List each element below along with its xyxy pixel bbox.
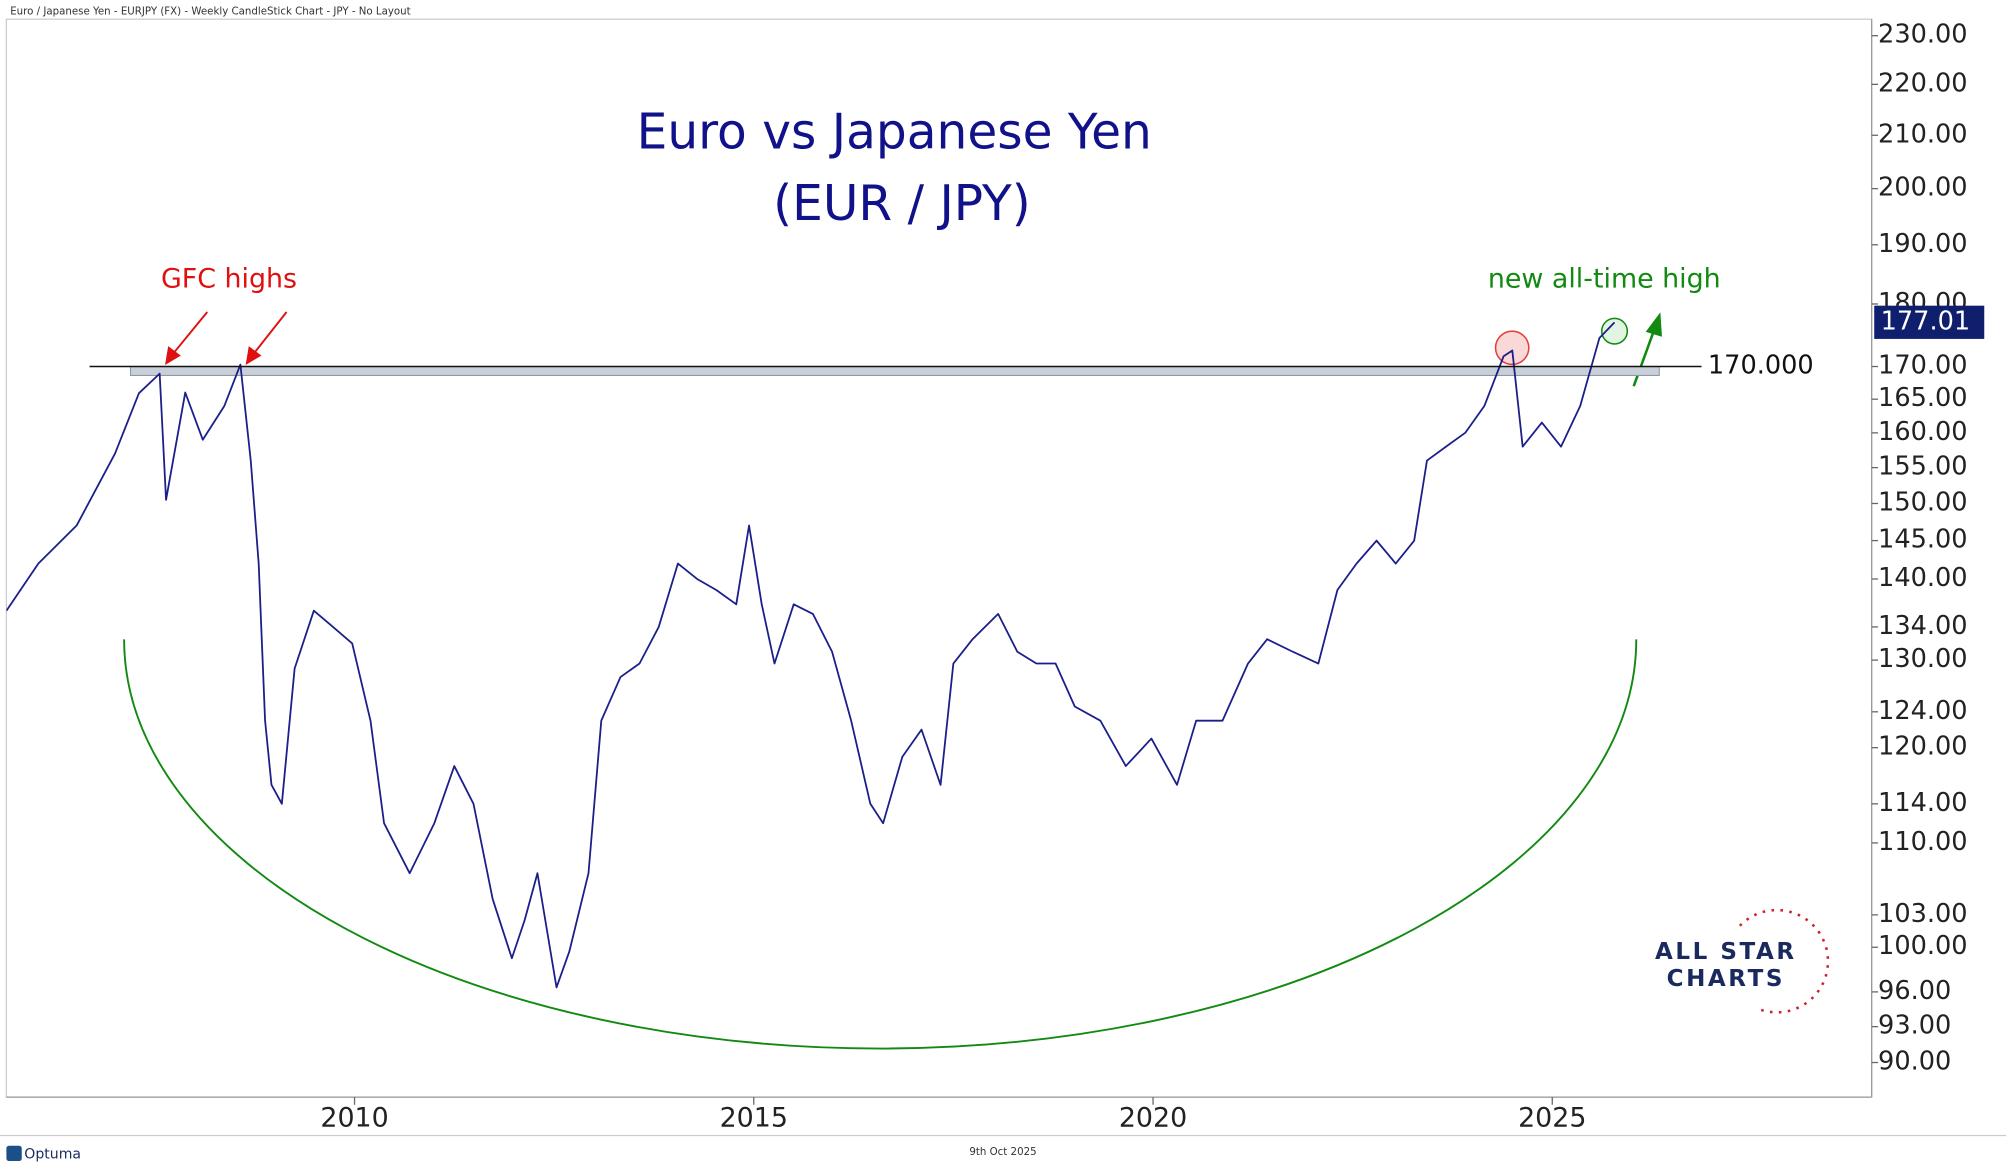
y-tick-label: 110.00 — [1878, 827, 1968, 857]
y-tick-label: 165.00 — [1878, 383, 1968, 413]
y-tick-label: 145.00 — [1878, 525, 1968, 555]
red-arrows — [165, 311, 288, 366]
brand: Optuma — [24, 1147, 81, 1163]
y-tick-label: 200.00 — [1878, 173, 1968, 203]
y-tick-label: 130.00 — [1878, 644, 1968, 674]
y-tick-label: 210.00 — [1878, 119, 1968, 149]
y-tick-label: 230.00 — [1878, 20, 1968, 50]
logo: ALL STAR CHARTS — [1655, 908, 1830, 1014]
y-tick-label: 134.00 — [1878, 611, 1968, 641]
red-circle — [1494, 330, 1530, 366]
annotation-gfc: GFC highs — [161, 264, 297, 295]
header: Euro / Japanese Yen - EURJPY (FX) - Week… — [10, 7, 410, 18]
support-zone — [129, 366, 1660, 376]
y-tick-label: 220.00 — [1878, 68, 1968, 98]
x-tick-label: 2020 — [1119, 1102, 1187, 1133]
x-tick-label: 2025 — [1518, 1102, 1586, 1133]
x-tick-label: 2015 — [720, 1102, 788, 1133]
last-price-label: 177.01 — [1881, 306, 1971, 336]
green-circle — [1600, 317, 1629, 345]
support-label: 170.000 — [1708, 351, 1814, 381]
logo-stars — [1738, 908, 1830, 1014]
y-tick-label: 140.00 — [1878, 563, 1968, 593]
footer-date: 9th Oct 2025 — [969, 1147, 1036, 1158]
base-arc — [123, 639, 1638, 1050]
y-tick-label: 155.00 — [1878, 452, 1968, 482]
y-tick-label: 124.00 — [1878, 696, 1968, 726]
y-tick-label: 96.00 — [1878, 976, 1951, 1006]
y-tick-label: 160.00 — [1878, 417, 1968, 447]
logo-text: ALL STAR — [1655, 939, 1797, 965]
x-tick-label: 2010 — [320, 1102, 388, 1133]
y-tick-label: 90.00 — [1878, 1047, 1951, 1077]
last-price-box — [1874, 305, 1985, 339]
y-tick-label: 100.00 — [1878, 931, 1968, 961]
chart-title: Euro vs Japanese Yen — [637, 105, 1152, 161]
y-tick-label: 170.00 — [1878, 351, 1968, 381]
x-labels: 20052010201520202025 — [320, 1097, 1586, 1133]
brand-icon — [6, 1145, 22, 1162]
y-tick-label: 150.00 — [1878, 487, 1968, 517]
price-line — [6, 321, 1616, 989]
chart-subtitle: (EUR / JPY) — [773, 176, 1031, 232]
y-tick-label: 103.00 — [1878, 899, 1968, 929]
footer — [0, 1135, 2006, 1170]
y-tick-label: 120.00 — [1878, 732, 1968, 762]
green-arrow — [1632, 312, 1662, 387]
annotation-ath: new all-time high — [1488, 264, 1721, 295]
y-tick-label: 93.00 — [1878, 1011, 1951, 1041]
y-tick-label: 114.00 — [1878, 788, 1968, 818]
y-tick-label: 190.00 — [1878, 229, 1968, 259]
logo-text: CHARTS — [1667, 966, 1785, 992]
